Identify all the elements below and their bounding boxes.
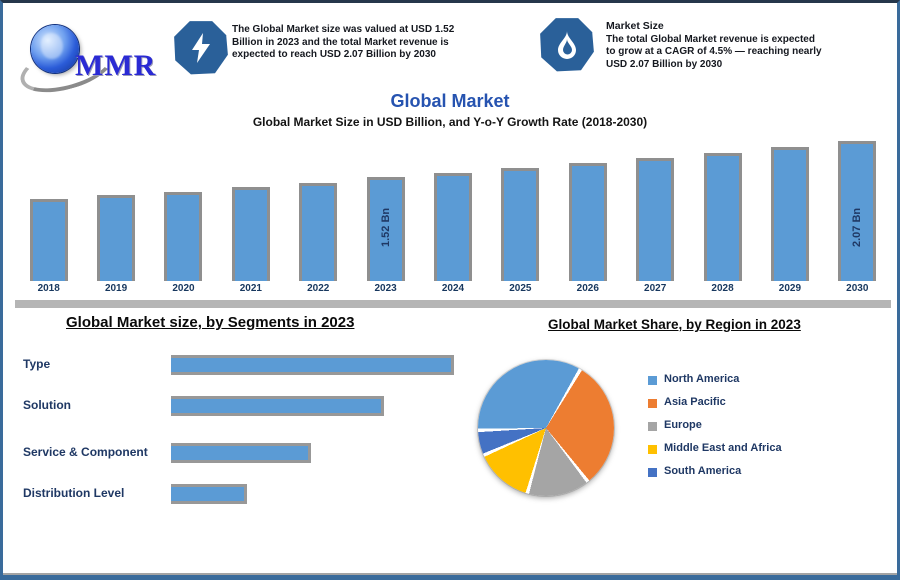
globe-icon <box>31 25 79 73</box>
header-block-2-line: The total Global Market revenue is expec… <box>606 33 815 45</box>
segment-row: Type <box>23 355 468 377</box>
droplet-icon <box>558 31 576 59</box>
legend-item: Europe <box>648 417 878 440</box>
year-label: 2018 <box>37 283 60 294</box>
segment-label: Service & Component <box>23 445 148 459</box>
bar-2029 <box>770 147 809 281</box>
segment-row: Distribution Level <box>23 484 468 506</box>
region-pie-chart <box>478 360 614 496</box>
legend-swatch <box>648 468 657 477</box>
bar-slot: 2019 <box>97 133 136 308</box>
year-label: 2027 <box>644 283 667 294</box>
bar-value-label: 1.52 Bn <box>379 207 392 247</box>
segment-bar <box>171 396 384 416</box>
year-label: 2025 <box>509 283 532 294</box>
year-label: 2019 <box>104 283 128 294</box>
header-block-1-line: The Global Market size was valued at USD… <box>232 24 455 35</box>
bar-value-label: 2.07 Bn <box>851 207 864 247</box>
lightning-icon <box>192 33 210 63</box>
bar-slot: 1.52 Bn 2023 <box>366 133 405 308</box>
market-bar-chart: 2018 2019 2020 2021 2022 1.52 Bn 2023 2024 2025 2… <box>15 133 891 308</box>
bar-2019 <box>97 195 136 281</box>
bar-slot: 2020 <box>164 133 203 308</box>
header-block-2: Market Size The total Global Market reve… <box>606 20 868 71</box>
droplet-badge <box>540 18 594 72</box>
chart-title: Global Market <box>390 91 510 111</box>
bar-2028 <box>703 153 742 281</box>
bar-slot: 2024 <box>434 133 472 308</box>
bar-slot: 2028 <box>703 133 742 308</box>
legend-item: Asia Pacific <box>648 394 878 417</box>
year-label: 2028 <box>711 283 734 294</box>
header-block-2-line: to grow at a CAGR of 4.5% — reaching nea… <box>606 46 822 57</box>
legend-item: Middle East and Africa <box>648 440 878 463</box>
legend-label: South America <box>664 465 742 477</box>
legend-swatch <box>648 445 657 454</box>
bar-slot: 2025 <box>501 133 540 308</box>
year-label: 2023 <box>374 283 397 294</box>
bar-2018 <box>29 199 68 281</box>
year-label: 2030 <box>846 283 869 294</box>
year-label: 2021 <box>239 283 262 294</box>
bar-2030: 2.07 Bn <box>838 141 877 281</box>
legend-label: Middle East and Africa <box>664 442 782 454</box>
segment-row: Solution <box>23 396 468 418</box>
legend-swatch <box>648 422 657 431</box>
year-label: 2029 <box>778 283 802 294</box>
legend-swatch <box>648 376 657 385</box>
header-block-1: The Global Market size was valued at USD… <box>232 24 487 62</box>
header-block-1-line: Billion in 2023 and the total Market rev… <box>232 36 449 48</box>
legend-swatch <box>648 399 657 408</box>
bar-slot: 2.07 Bn 2030 <box>838 133 877 308</box>
bar-2027 <box>636 158 675 281</box>
lightning-badge <box>174 21 228 75</box>
year-label: 2026 <box>576 283 599 294</box>
legend-item: South America <box>648 463 878 486</box>
header-block-1-line: expected to reach USD 2.07 Billion by 20… <box>232 49 436 60</box>
bar-2025 <box>501 168 540 281</box>
logo-text: MMR <box>75 49 157 82</box>
segment-label: Solution <box>23 398 71 412</box>
legend-label: Europe <box>664 419 702 431</box>
bar-slot: 2018 <box>29 133 68 308</box>
segment-bar <box>171 443 311 463</box>
legend-label: Asia Pacific <box>664 396 726 408</box>
legend-item: North America <box>648 371 878 394</box>
year-label: 2024 <box>441 283 465 294</box>
segments-section-heading: Global Market size, by Segments in 2023 <box>66 314 355 331</box>
segment-row: Service & Component <box>23 443 468 465</box>
segment-bar <box>171 355 454 375</box>
bar-2022 <box>299 183 338 281</box>
bar-2021 <box>231 187 270 281</box>
segment-label: Type <box>23 357 51 371</box>
bar-2024 <box>434 173 472 281</box>
chart-subtitle: Global Market Size in USD Billion, and Y… <box>252 115 648 129</box>
year-label: 2020 <box>172 283 195 294</box>
bar-slot: 2022 <box>299 133 338 308</box>
header-block-2-line: USD 2.07 Billion by 2030 <box>606 58 723 70</box>
bar-slot: 2026 <box>568 133 607 308</box>
segment-bar <box>171 484 247 504</box>
bar-slot: 2027 <box>636 133 675 308</box>
bar-slot: 2021 <box>231 133 270 308</box>
region-section-heading: Global Market Share, by Region in 2023 <box>548 317 801 332</box>
segments-bar-chart: Type Solution Service & Component Distribut… <box>23 348 468 508</box>
mmr-logo: MMR <box>15 13 169 102</box>
year-label: 2022 <box>307 283 330 294</box>
bar-2026 <box>568 163 607 281</box>
bar-2020 <box>164 192 203 281</box>
legend-label: North America <box>664 373 740 385</box>
segment-label: Distribution Level <box>23 486 125 500</box>
bar-2023: 1.52 Bn <box>366 177 405 281</box>
section-divider <box>15 300 891 308</box>
bar-slot: 2029 <box>770 133 809 308</box>
header-block-2-heading: Market Size <box>606 20 664 32</box>
region-legend: North America Asia Pacific Europe Middle Ea… <box>648 371 878 486</box>
